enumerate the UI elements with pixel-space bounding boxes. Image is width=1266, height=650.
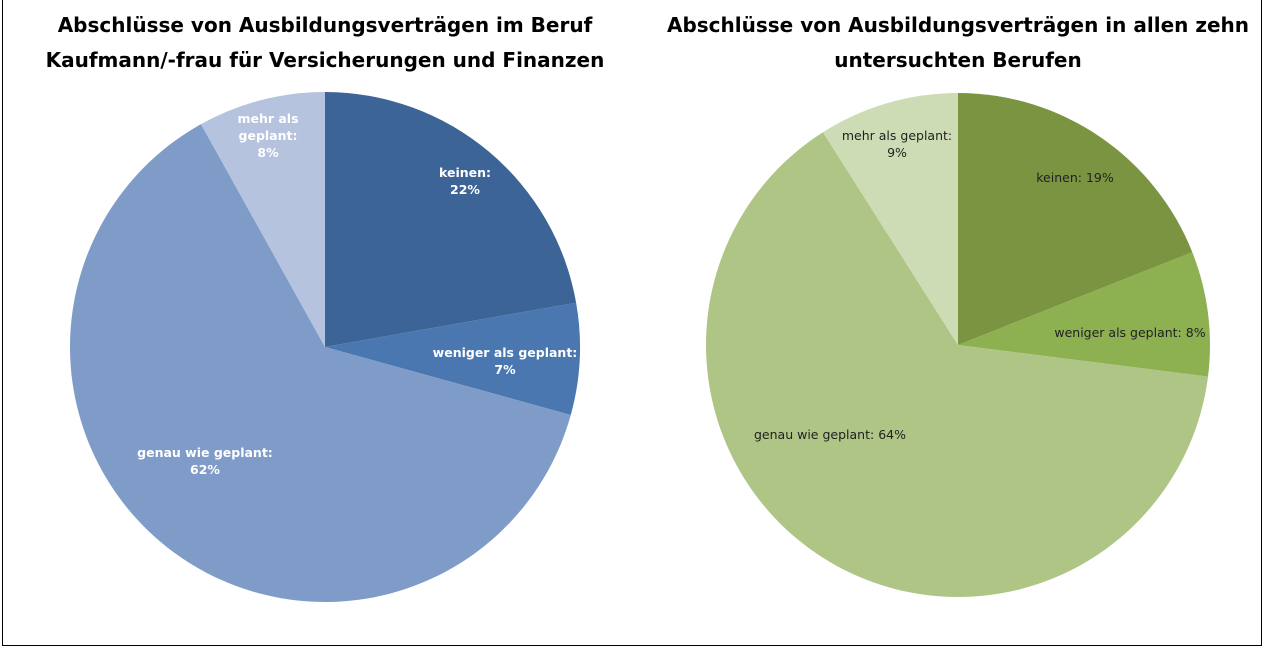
value-label: 8% bbox=[1186, 325, 1206, 340]
category-label: geplant: bbox=[239, 128, 298, 143]
data-label: keinen: 22% bbox=[439, 165, 491, 197]
value-label: 9% bbox=[887, 145, 907, 160]
value-label: 7% bbox=[494, 362, 516, 377]
pie-slice bbox=[706, 132, 1209, 597]
category-label: keinen: bbox=[439, 165, 491, 180]
data-label: mehr als geplant: 8% bbox=[237, 111, 298, 160]
value-label: 8% bbox=[257, 145, 279, 160]
value-label: 62% bbox=[190, 462, 220, 477]
chart-title: Abschlüsse von Ausbildungsverträgen in a… bbox=[666, 13, 1250, 72]
value-label: 64% bbox=[878, 427, 906, 442]
data-label: genau wie geplant: 62% bbox=[137, 445, 273, 477]
pie-slice bbox=[70, 124, 571, 602]
category-label: weniger als geplant: bbox=[433, 345, 578, 360]
category-label: genau wie geplant: bbox=[754, 427, 874, 442]
data-label: mehr als geplant: 9% bbox=[842, 128, 952, 160]
pie-slice bbox=[325, 302, 580, 415]
pie-slice bbox=[201, 92, 325, 347]
category-label: keinen: bbox=[1036, 170, 1082, 185]
pie-slice bbox=[822, 93, 958, 345]
category-label: mehr als bbox=[237, 111, 298, 126]
data-label: keinen: 19% bbox=[1036, 170, 1114, 185]
pie-slice bbox=[958, 252, 1211, 377]
category-label: genau wie geplant: bbox=[137, 445, 273, 460]
value-label: 22% bbox=[450, 182, 480, 197]
value-label: 19% bbox=[1086, 170, 1114, 185]
data-label: weniger als geplant: 7% bbox=[433, 345, 578, 377]
data-label: weniger als geplant: 8% bbox=[1054, 325, 1205, 340]
pie-slice bbox=[325, 92, 577, 347]
data-label: genau wie geplant: 64% bbox=[754, 427, 906, 442]
category-label: mehr als geplant: bbox=[842, 128, 952, 143]
pie-slice bbox=[958, 93, 1193, 345]
category-label: weniger als geplant: bbox=[1054, 325, 1181, 340]
chart-title: Abschlüsse von Ausbildungsverträgen im B… bbox=[45, 13, 605, 72]
